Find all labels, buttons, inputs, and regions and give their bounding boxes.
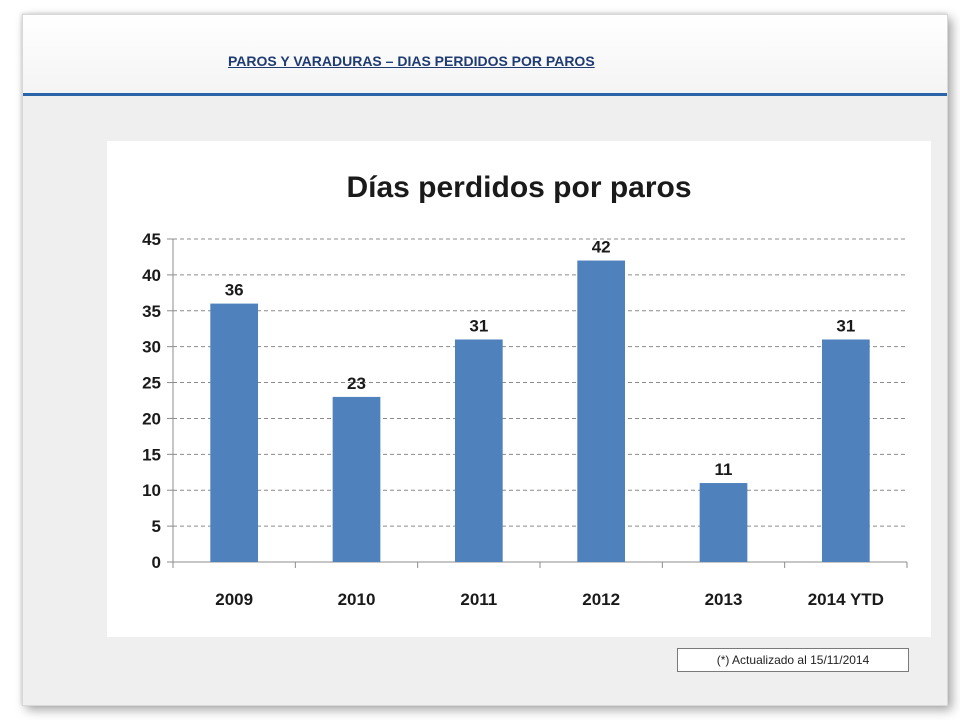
bar-2013 — [699, 483, 748, 562]
slide-header: PAROS Y VARADURAS – DIAS PERDIDOS POR PA… — [23, 15, 947, 96]
data-label: 42 — [592, 238, 611, 257]
y-tick-label: 20 — [142, 409, 161, 428]
chart-title: Días perdidos por paros — [346, 171, 691, 204]
axes — [167, 238, 908, 568]
slide-title: PAROS Y VARADURAS – DIAS PERDIDOS POR PA… — [228, 53, 595, 69]
data-label: 11 — [715, 460, 733, 479]
y-tick-label: 40 — [142, 266, 161, 285]
y-tick-label: 45 — [142, 230, 161, 249]
x-tick-label: 2014 YTD — [808, 590, 884, 609]
slide-frame: PAROS Y VARADURAS – DIAS PERDIDOS POR PA… — [22, 14, 948, 706]
bar-2014-ytd — [821, 339, 870, 562]
chart-container: Días perdidos por paros 36 23 31 42 11 31 0 5 1… — [107, 141, 931, 637]
y-tick-label: 10 — [142, 481, 161, 500]
x-tick-label: 2011 — [460, 590, 497, 609]
y-tick-label: 25 — [142, 374, 161, 393]
y-axis-ticks: 0 5 10 15 20 25 30 35 40 45 — [142, 230, 161, 572]
y-tick-label: 15 — [142, 445, 161, 464]
bar-2011 — [454, 339, 503, 562]
x-tick-label: 2010 — [338, 590, 376, 609]
bar-2012 — [577, 260, 626, 562]
y-tick-label: 0 — [152, 553, 161, 572]
data-label: 36 — [225, 281, 244, 300]
x-tick-label: 2009 — [215, 590, 253, 609]
update-note: (*) Actualizado al 15/11/2014 — [677, 648, 909, 672]
y-tick-label: 30 — [142, 338, 161, 357]
grid-lines — [173, 238, 907, 527]
x-tick-label: 2012 — [582, 590, 620, 609]
bar-2010 — [332, 396, 381, 562]
data-label: 23 — [347, 374, 366, 393]
bar-2009 — [210, 303, 259, 562]
bars — [210, 260, 870, 562]
bar-chart: Días perdidos por paros 36 23 31 42 11 31 0 5 1… — [142, 171, 908, 609]
data-label: 31 — [469, 316, 488, 335]
x-tick-label: 2013 — [705, 590, 743, 609]
y-tick-label: 35 — [142, 302, 161, 321]
x-axis-ticks: 2009 2010 2011 2012 2013 2014 YTD — [215, 590, 884, 609]
data-labels: 36 23 31 42 11 31 — [225, 238, 856, 480]
y-tick-label: 5 — [152, 517, 161, 536]
data-label: 31 — [836, 316, 855, 335]
